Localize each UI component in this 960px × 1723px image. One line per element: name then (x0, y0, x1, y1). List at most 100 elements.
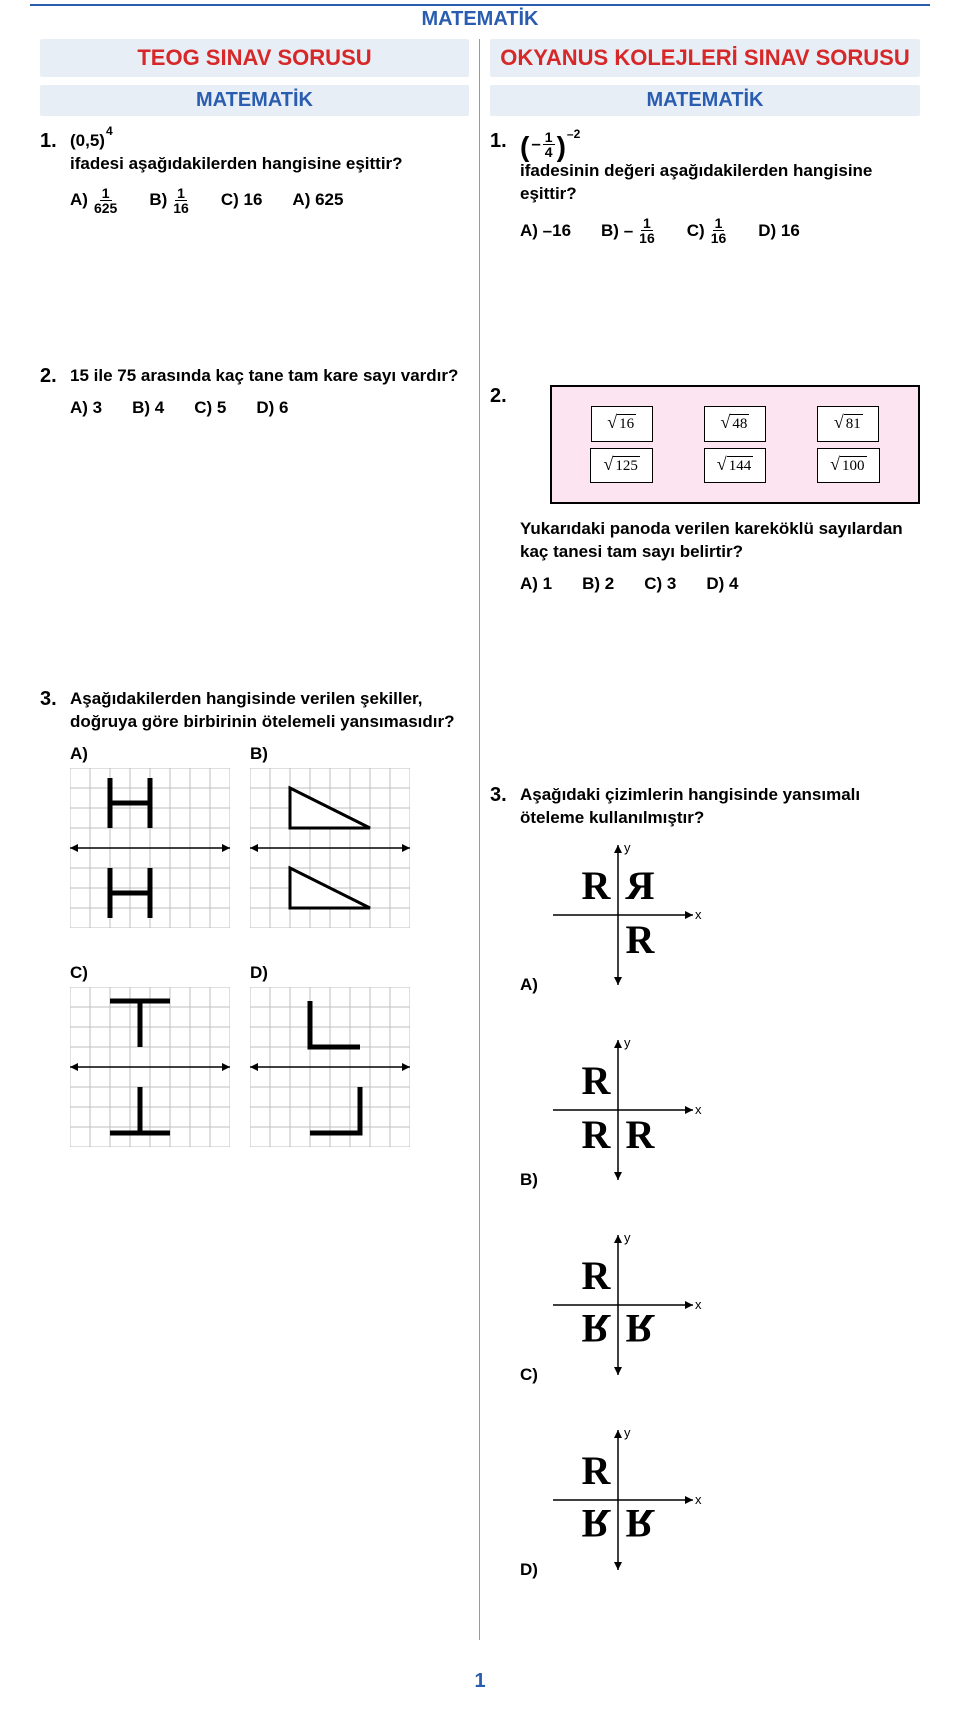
pano-cell: √16 (591, 406, 653, 442)
q-number: 2. (40, 365, 62, 388)
opt-a: A) 1 (520, 574, 552, 594)
pano-cell: √48 (704, 406, 766, 442)
opt-c-label: C) (70, 963, 230, 983)
svg-text:R: R (581, 1306, 611, 1351)
grid-d-svg (250, 987, 410, 1147)
opt-d: A) 625 (292, 190, 343, 210)
page-number: 1 (30, 1670, 930, 1693)
q-text: Aşağıdakilerden hangisinde verilen şekil… (70, 688, 469, 734)
opt-b: B) 1 16 (149, 186, 191, 215)
opt-a: A) 3 (70, 398, 102, 418)
opt-d: D) 6 (256, 398, 288, 418)
page: MATEMATİK TEOG SINAV SORUSU MATEMATİK 1.… (0, 0, 960, 1723)
columns: TEOG SINAV SORUSU MATEMATİK 1. (0,5)4 if… (30, 39, 930, 1640)
q-text: Yukarıdaki panoda verilen kareköklü sayı… (520, 518, 920, 564)
opt-b: B) 2 (582, 574, 614, 594)
right-q1: 1. ( – 1 4 )–2 ifadesinin değeri aşağıda… (490, 130, 920, 245)
opt-b-label: B) (149, 190, 167, 210)
right-subtitle: MATEMATİK (490, 85, 920, 116)
opt-b-label: B) (250, 744, 410, 764)
opt-d: D) 4 (706, 574, 738, 594)
q3-opt-d: D) (250, 963, 410, 1152)
minus: – (531, 133, 540, 156)
opt-c: C) 16 (221, 190, 263, 210)
q2-options: A) 3 B) 4 C) 5 D) 6 (70, 398, 469, 418)
subject-header: MATEMATİK (30, 8, 930, 31)
opt-a-frac: 1 625 (92, 186, 119, 215)
q1-expression: (0,5)4 (70, 130, 114, 153)
axes-c-svg: xyRRR (543, 1230, 703, 1380)
opt-c: C) 3 (644, 574, 676, 594)
right-q2: 2. √16√48√81√125√144√100 Yukarıdaki pano… (490, 385, 920, 594)
grid-b-svg (250, 768, 410, 928)
expr-frac: 1 4 (543, 130, 555, 159)
svg-text:y: y (624, 840, 631, 855)
q1-options: A) 1 625 B) 1 16 C) 16 A) 6 (70, 186, 469, 215)
opt-b-frac: 1 16 (637, 216, 657, 245)
r-q3-opt-c: C) xyRRR (520, 1230, 703, 1385)
pano-cell: √81 (817, 406, 879, 442)
expr-base: (0,5) (70, 130, 105, 153)
axes-a-svg: xyRRR (543, 840, 703, 990)
q-text: (0,5)4 ifadesi aşağıdakilerden hangisine… (70, 130, 469, 176)
r-q3-row1: A) xyRRR B) xyRRR (520, 840, 920, 1190)
q-number: 1. (40, 130, 62, 153)
r-q1-expression: ( – 1 4 )–2 (520, 130, 581, 159)
svg-text:x: x (695, 907, 702, 922)
pano-row: √16 √48 √81 (565, 406, 905, 442)
right-column: OKYANUS KOLEJLERİ SINAV SORUSU MATEMATİK… (480, 39, 930, 1640)
q3-opt-a: A) (70, 744, 230, 933)
opt-b: B) – 1 16 (601, 216, 657, 245)
svg-text:R: R (581, 863, 611, 908)
opt-a-label: A) (70, 744, 230, 764)
q3-opt-c: C) (70, 963, 230, 1152)
svg-text:R: R (581, 1253, 611, 1298)
svg-text:R: R (581, 1501, 611, 1546)
opt-c-label: C) (687, 221, 705, 241)
svg-text:R: R (625, 917, 655, 962)
q-number: 1. (490, 130, 512, 153)
q3-opt-b: B) (250, 744, 410, 933)
opt-d: D) 16 (758, 221, 800, 241)
q1-text-line: ifadesi aşağıdakilerden hangisine eşitti… (70, 154, 403, 173)
opt-a: A) –16 (520, 221, 571, 241)
pano-cell: √144 (704, 448, 766, 484)
q-number: 3. (490, 784, 512, 807)
pano: √16√48√81√125√144√100 (550, 385, 920, 504)
opt-a-label: A) (70, 190, 88, 210)
top-rule (30, 4, 930, 6)
r-q3-row2: C) xyRRR D) xyRRR (520, 1230, 920, 1580)
q-number: 3. (40, 688, 62, 711)
svg-text:R: R (624, 863, 654, 908)
left-q3: 3. Aşağıdakilerden hangisinde verilen şe… (40, 688, 469, 1152)
svg-text:R: R (625, 1306, 655, 1351)
q3-row2: C) D) (70, 963, 469, 1152)
left-title: TEOG SINAV SORUSU (40, 39, 469, 77)
q-text: ( – 1 4 )–2 ifadesinin değeri aşağıdakil… (520, 130, 920, 206)
opt-d-label: D) (250, 963, 410, 983)
grid-a-svg (70, 768, 230, 928)
svg-text:R: R (581, 1058, 611, 1103)
pano-cell: √125 (590, 448, 652, 484)
svg-text:y: y (624, 1425, 631, 1440)
left-q2: 2. 15 ile 75 arasında kaç tane tam kare … (40, 365, 469, 418)
opt-b-label: B) (520, 1170, 538, 1189)
r-q3-opt-d: D) xyRRR (520, 1425, 703, 1580)
left-column: TEOG SINAV SORUSU MATEMATİK 1. (0,5)4 if… (30, 39, 480, 1640)
opt-c: C) 1 16 (687, 216, 729, 245)
axes-d-svg: xyRRR (543, 1425, 703, 1575)
r-q2-options: A) 1 B) 2 C) 3 D) 4 (520, 574, 920, 594)
svg-text:x: x (695, 1297, 702, 1312)
opt-c-label: C) (520, 1365, 538, 1384)
svg-text:R: R (581, 1112, 611, 1157)
opt-b: B) 4 (132, 398, 164, 418)
svg-text:y: y (624, 1035, 631, 1050)
expr-exponent: 4 (106, 123, 113, 139)
q-number: 2. (490, 385, 512, 408)
svg-text:R: R (581, 1448, 611, 1493)
q3-row1: A) B) (70, 744, 469, 933)
q-text: Aşağıdaki çizimlerin hangisinde yansımal… (520, 784, 920, 830)
grid-c-svg (70, 987, 230, 1147)
r-q1-text-line: ifadesinin değeri aşağıdakilerden hangis… (520, 161, 872, 203)
left-q1: 1. (0,5)4 ifadesi aşağıdakilerden hangis… (40, 130, 469, 215)
